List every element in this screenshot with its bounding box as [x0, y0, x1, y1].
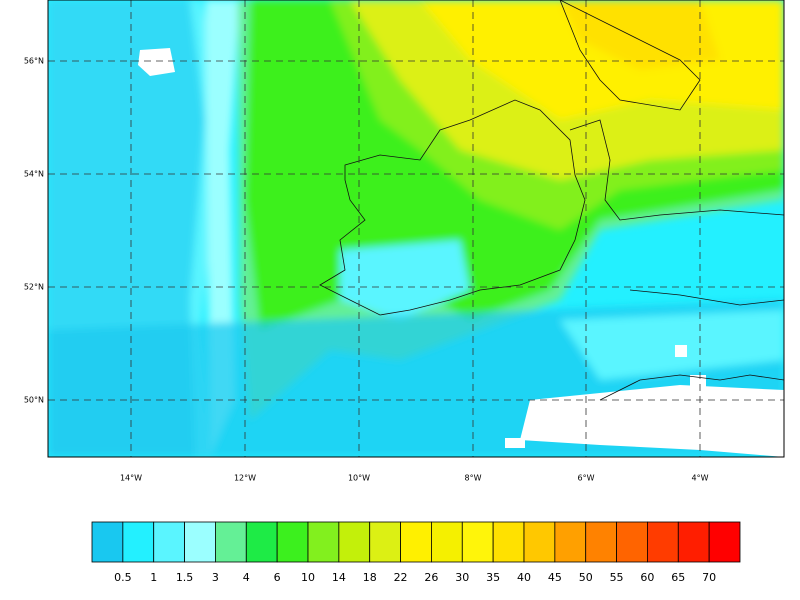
- colorbar-box: [554, 521, 587, 563]
- colorbar-box: [369, 521, 401, 563]
- shape: [560, 310, 784, 380]
- colorbar-label: 60: [640, 571, 654, 584]
- shape: [629, 289, 784, 306]
- colorbar-label: 6: [274, 571, 281, 584]
- map-frame: [47, 0, 785, 458]
- lon-label: 14°W: [120, 474, 142, 483]
- lon-label: 6°W: [578, 474, 595, 483]
- colorbar-box: [307, 521, 340, 563]
- colorbar-label: 70: [702, 571, 716, 584]
- colorbar-box: [338, 521, 371, 563]
- colorbar-box: [677, 521, 710, 563]
- colorbar-box: [184, 521, 216, 563]
- colorbar-box: [585, 521, 617, 563]
- colorbar-box: [122, 521, 155, 563]
- lon-label: 10°W: [348, 474, 370, 483]
- colorbar-label: 30: [455, 571, 469, 584]
- colorbar-label: 40: [517, 571, 531, 584]
- colorbar-label: 4: [243, 571, 250, 584]
- colorbar-label: 14: [332, 571, 346, 584]
- colorbar-box: [91, 521, 124, 563]
- lon-label: 12°W: [234, 474, 256, 483]
- colorbar-box: [215, 521, 247, 563]
- shape: [560, 0, 720, 70]
- colorbar-label: 22: [394, 571, 408, 584]
- colorbar-label: 50: [579, 571, 593, 584]
- field: [48, 0, 784, 457]
- colorbar-box: [245, 521, 278, 563]
- colorbar-box: [523, 521, 556, 563]
- coastline: [319, 0, 784, 401]
- shape: [760, 420, 778, 434]
- colorbar-box: [431, 521, 463, 563]
- field-shading: [48, 0, 784, 457]
- lat-label: 54°N: [24, 170, 44, 179]
- shape: [340, 240, 470, 320]
- lat-label: 52°N: [24, 283, 44, 292]
- lon-label: 4°W: [692, 474, 709, 483]
- lat-label: 56°N: [24, 57, 44, 66]
- colorbar-label: 0.5: [114, 571, 132, 584]
- colorbar-box: [400, 521, 432, 563]
- graticule: [48, 0, 784, 457]
- lon-label: 8°W: [465, 474, 482, 483]
- colorbar-label: 35: [486, 571, 500, 584]
- colorbar-label: 1.5: [176, 571, 194, 584]
- shape: [559, 0, 701, 111]
- shape: [319, 99, 586, 316]
- shape: [569, 119, 784, 221]
- colorbar-box: [276, 521, 309, 563]
- colorbar-label: 18: [363, 571, 377, 584]
- shape: [675, 345, 687, 357]
- colorbar-label: 3: [212, 571, 219, 584]
- colorbar-label: 1: [150, 571, 157, 584]
- colorbar-label: 55: [610, 571, 624, 584]
- colorbar-label: 26: [424, 571, 438, 584]
- colorbar: 0.5 1 1.5 3 4 6 10 14 18 22 26 30 35 40 45 50 55 60 65 70: [91, 521, 741, 584]
- shape: [138, 48, 175, 76]
- colorbar-box: [647, 521, 679, 563]
- colorbar-box: [708, 521, 741, 563]
- axis-labels: 56°N 54°N 52°N 50°N 14°W 12°W 10°W 8°W 6°W 4°W: [24, 57, 709, 483]
- colorbar-label: 45: [548, 571, 562, 584]
- lat-label: 50°N: [24, 396, 44, 405]
- colorbar-box: [153, 521, 185, 563]
- shape: [505, 438, 525, 448]
- colorbar-label: 65: [671, 571, 685, 584]
- colorbar-box: [492, 521, 525, 563]
- colorbar-box: [461, 521, 494, 563]
- colorbar-label: 10: [301, 571, 315, 584]
- colorbar-box: [616, 521, 648, 563]
